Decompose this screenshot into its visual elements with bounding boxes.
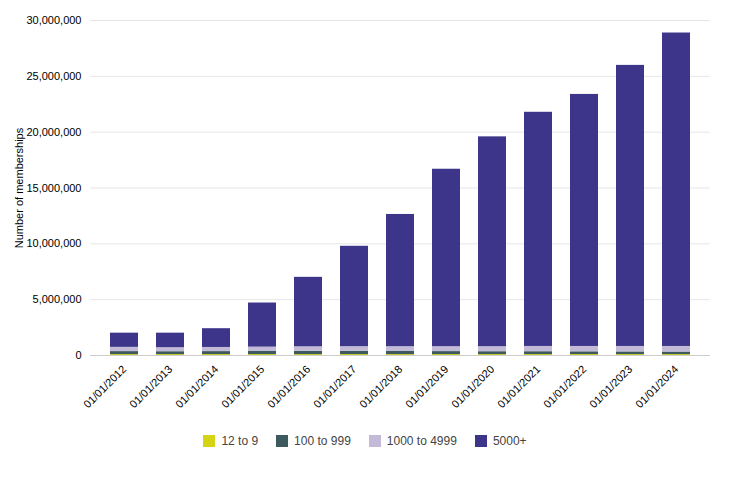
svg-text:01/01/2012: 01/01/2012 (81, 363, 128, 410)
svg-text:01/01/2022: 01/01/2022 (541, 363, 588, 410)
svg-text:5,000,000: 5,000,000 (33, 293, 82, 305)
svg-text:01/01/2015: 01/01/2015 (219, 363, 266, 410)
svg-text:01/01/2019: 01/01/2019 (403, 363, 450, 410)
svg-text:01/01/2017: 01/01/2017 (311, 363, 358, 410)
svg-text:01/01/2020: 01/01/2020 (449, 363, 496, 410)
svg-text:01/01/2018: 01/01/2018 (357, 363, 404, 410)
svg-text:01/01/2014: 01/01/2014 (173, 363, 220, 410)
svg-text:10,000,000: 10,000,000 (26, 237, 81, 249)
svg-text:25,000,000: 25,000,000 (26, 70, 81, 82)
html-text:12 to 9: 12 to 9 (221, 434, 259, 448)
svg-text:Number of memberships: Number of memberships (13, 127, 25, 248)
html-text:1000 to 4999: 1000 to 4999 (386, 434, 457, 448)
svg-text:20,000,000: 20,000,000 (26, 126, 81, 138)
svg-text:15,000,000: 15,000,000 (26, 182, 81, 194)
html-text:100 to 999: 100 to 999 (294, 434, 351, 448)
svg-text:01/01/2024: 01/01/2024 (633, 363, 680, 410)
html-text:5000+: 5000+ (492, 434, 527, 448)
svg-text:30,000,000: 30,000,000 (26, 14, 81, 26)
svg-text:0: 0 (75, 349, 81, 361)
svg-text:01/01/2023: 01/01/2023 (587, 363, 634, 410)
svg-text:01/01/2013: 01/01/2013 (127, 363, 174, 410)
svg-text:01/01/2021: 01/01/2021 (495, 363, 542, 410)
svg-text:01/01/2016: 01/01/2016 (265, 363, 312, 410)
